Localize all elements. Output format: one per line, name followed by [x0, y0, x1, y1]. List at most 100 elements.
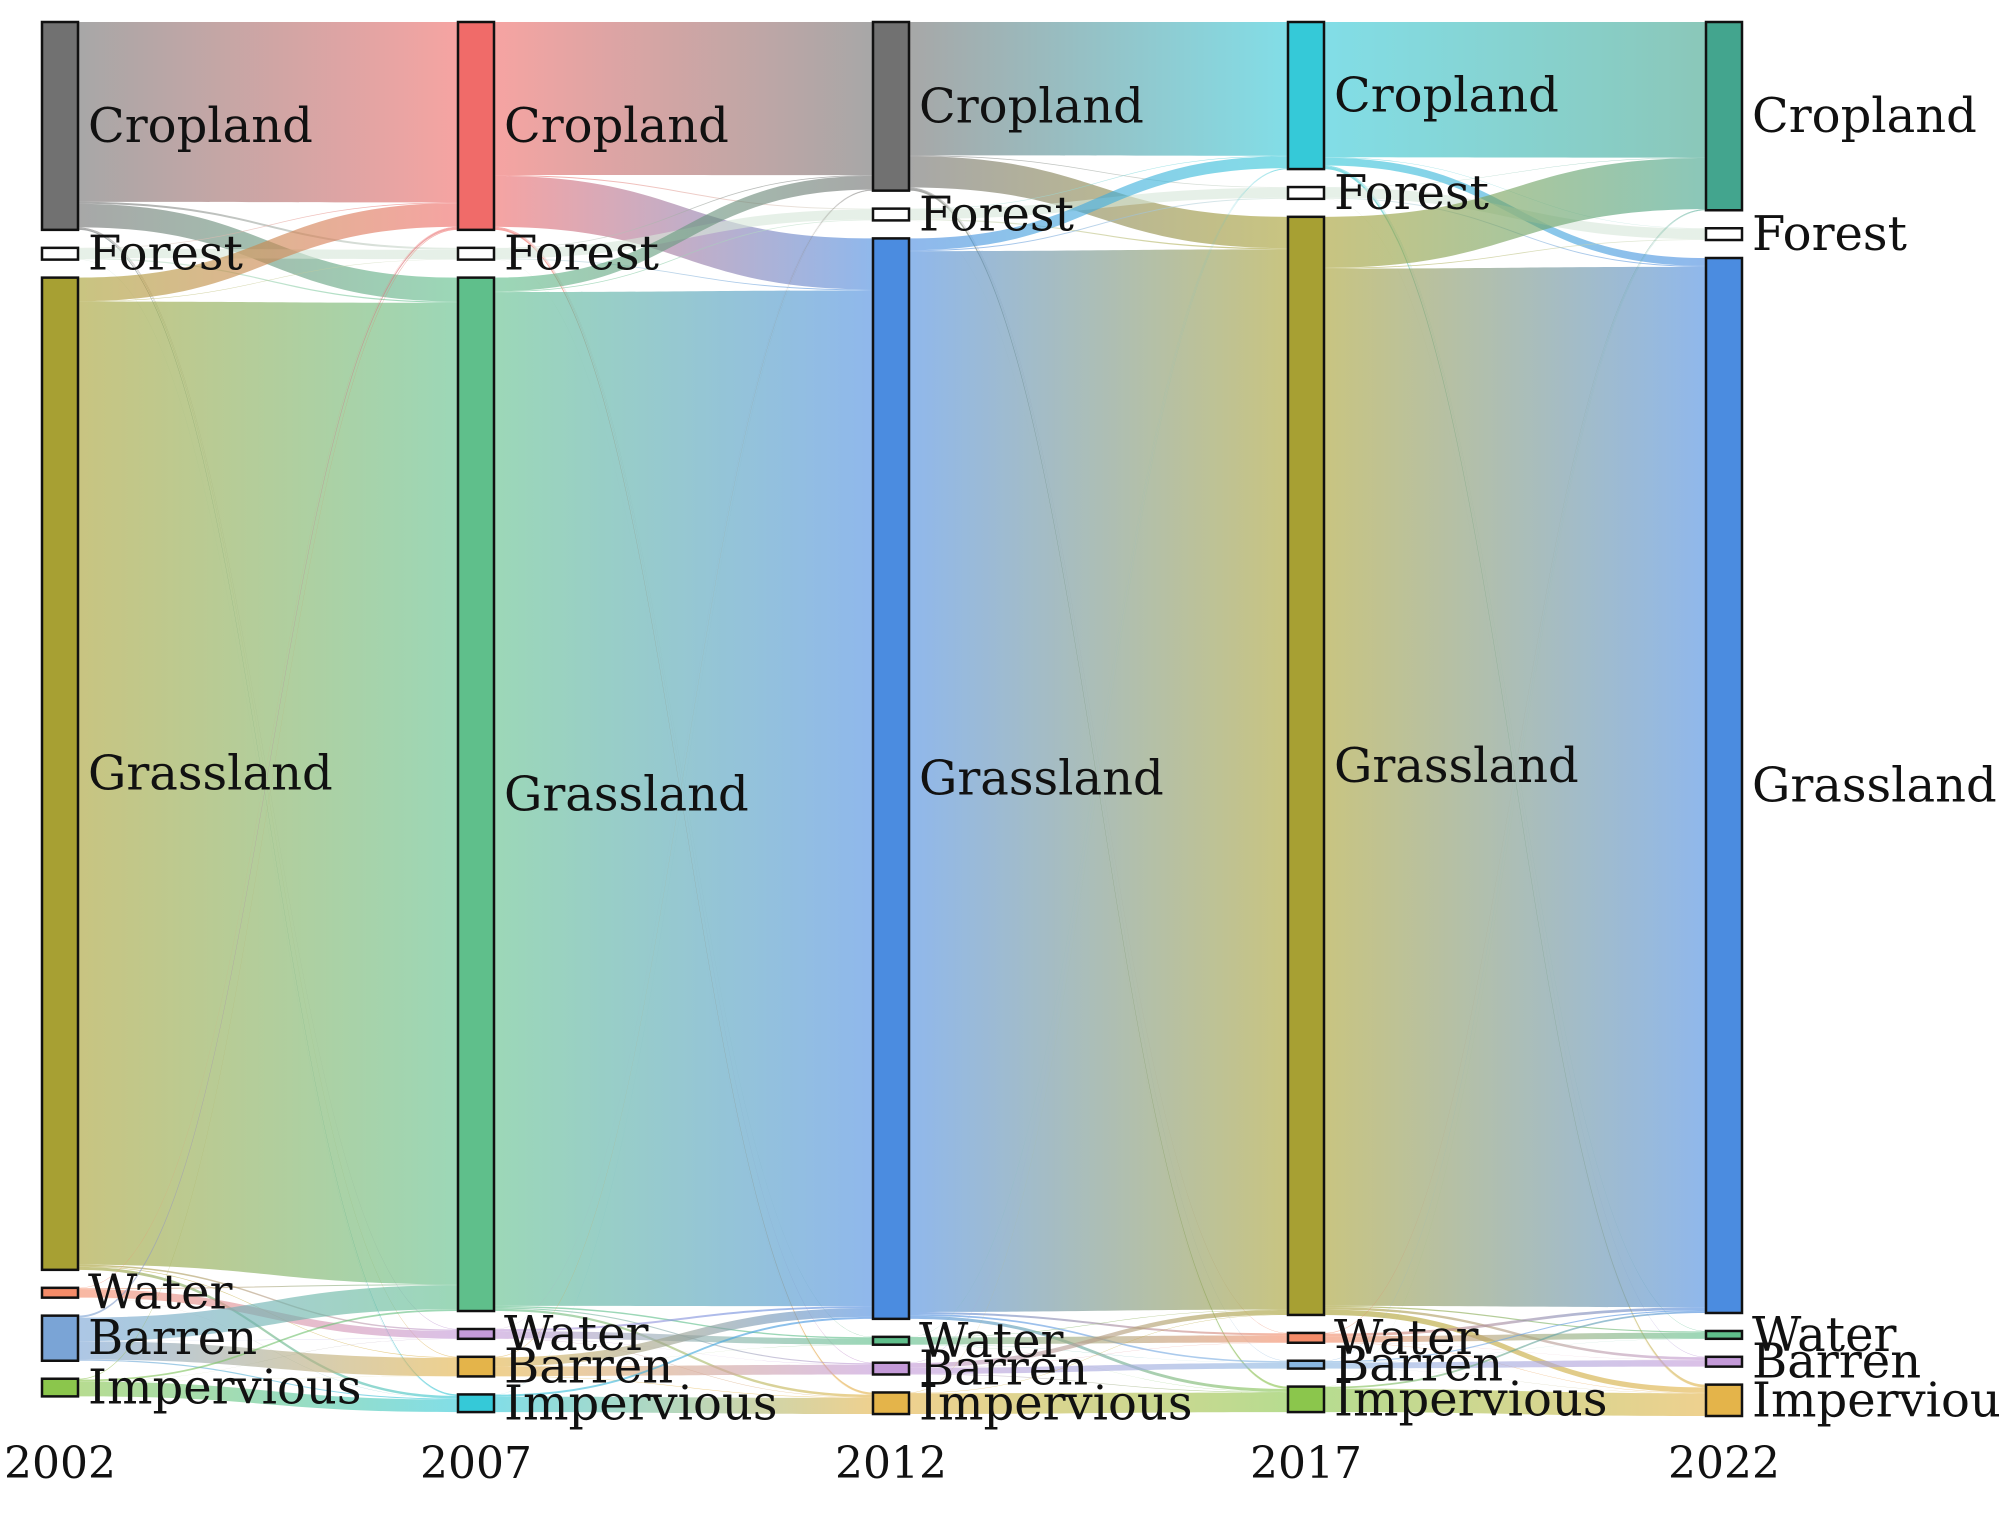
node-2017-water: [1286, 1331, 1326, 1344]
node-2017-cropland: [1286, 20, 1326, 171]
node-2002-water: [40, 1286, 80, 1299]
label-2017-grassland: Grassland: [1334, 738, 1579, 794]
node-2002-barren: [40, 1314, 80, 1362]
flow-2012-impervious-to-2017-impervious: [909, 1392, 1288, 1415]
flow-2002-impervious-to-2007-cropland: [78, 229, 458, 1380]
flow-2012-barren-to-2017-impervious: [909, 1373, 1288, 1393]
node-2012-barren: [871, 1361, 911, 1376]
label-2007-water: Water: [504, 1306, 648, 1362]
label-2012-barren: Barren: [919, 1341, 1088, 1397]
label-2007-barren: Barren: [504, 1339, 673, 1395]
flow-2012-impervious-to-2017-grassland: [909, 1314, 1288, 1394]
flow-links: [78, 22, 1706, 1416]
node-2007-forest: [456, 246, 496, 261]
flow-2007-water-to-2012-cropland: [494, 189, 873, 1330]
node-2022-impervious: [1704, 1383, 1744, 1418]
flow-2007-grassland-to-2012-forest: [494, 219, 873, 293]
label-2022-barren: Barren: [1752, 1334, 1921, 1390]
flow-2002-impervious-to-2007-water: [78, 1338, 458, 1382]
flow-2012-barren-to-2017-cropland: [909, 168, 1288, 1364]
node-2002-impervious: [40, 1377, 80, 1398]
flow-2002-water-to-2007-cropland: [78, 226, 458, 1289]
flow-2002-grassland-to-2007-forest: [78, 259, 458, 302]
node-2007-cropland: [456, 20, 496, 232]
flow-2007-grassland-to-2012-impervious: [494, 1308, 873, 1398]
flow-2002-grassland-to-2007-grassland: [78, 301, 458, 1285]
flow-2017-impervious-to-2022-cropland: [1324, 210, 1706, 1387]
flow-2017-grassland-to-2022-barren: [1324, 1307, 1706, 1360]
year-label-2017: 2017: [1250, 1438, 1362, 1489]
label-2002-forest: Forest: [88, 226, 243, 282]
flow-2012-impervious-to-2017-cropland: [909, 168, 1288, 1393]
label-2017-water: Water: [1334, 1310, 1478, 1366]
flow-2012-cropland-to-2017-cropland: [909, 22, 1288, 156]
flow-2012-water-to-2017-cropland: [909, 168, 1288, 1338]
flow-2017-impervious-to-2022-impervious: [1324, 1388, 1706, 1416]
flow-2002-barren-to-2007-barren: [78, 1341, 458, 1377]
label-2002-impervious: Impervious: [88, 1360, 361, 1416]
label-2002-cropland: Cropland: [88, 98, 313, 154]
label-2017-impervious: Impervious: [1334, 1371, 1607, 1427]
label-2022-impervious: Impervious: [1752, 1372, 2000, 1428]
flow-2007-cropland-to-2012-forest: [494, 174, 873, 210]
node-2012-water: [871, 1335, 911, 1346]
flow-2017-cropland-to-2022-cropland: [1324, 22, 1706, 158]
flow-2012-barren-to-2017-water: [909, 1342, 1288, 1368]
flow-2017-water-to-2022-water: [1324, 1332, 1706, 1343]
flow-2002-water-to-2007-grassland: [78, 1284, 458, 1290]
label-2007-grassland: Grassland: [504, 766, 749, 822]
flow-2002-impervious-to-2007-impervious: [78, 1381, 458, 1413]
label-2017-forest: Forest: [1334, 165, 1489, 221]
label-2012-grassland: Grassland: [919, 751, 1164, 807]
flow-2007-forest-to-2012-cropland: [494, 175, 873, 249]
flow-2007-barren-to-2012-water: [494, 1344, 873, 1367]
flow-2007-grassland-to-2012-cropland: [494, 175, 873, 292]
node-2022-barren: [1704, 1355, 1744, 1368]
flow-2017-water-to-2022-cropland: [1324, 209, 1706, 1334]
flow-2002-barren-to-2007-impervious: [78, 1359, 458, 1400]
node-2012-grassland: [871, 237, 911, 1321]
flow-2012-forest-to-2017-cropland: [909, 155, 1288, 210]
node-2017-impervious: [1286, 1385, 1326, 1414]
flow-2017-grassland-to-2022-water: [1324, 1305, 1706, 1333]
flow-2007-barren-to-2012-barren: [494, 1364, 873, 1377]
label-2007-impervious: Impervious: [504, 1375, 777, 1431]
flow-2002-barren-to-2007-cropland: [78, 227, 458, 1318]
node-2022-forest: [1704, 226, 1744, 242]
label-2007-cropland: Cropland: [504, 98, 729, 154]
year-label-2012: 2012: [835, 1438, 947, 1489]
flow-2017-water-to-2022-grassland: [1324, 1307, 1706, 1337]
flow-2017-grassland-to-2022-cropland: [1324, 157, 1706, 268]
year-axis-labels: 2002 2007 2012 2017 2022: [4, 1438, 1780, 1489]
label-2012-water: Water: [919, 1313, 1063, 1369]
flow-2017-barren-to-2022-cropland: [1324, 209, 1706, 1362]
category-nodes: [40, 20, 1744, 1418]
label-2022-cropland: Cropland: [1752, 88, 1977, 144]
flow-2017-water-to-2022-impervious: [1324, 1342, 1706, 1394]
node-2007-grassland: [456, 276, 496, 1313]
flow-2002-barren-to-2007-water: [78, 1338, 458, 1342]
node-2017-barren: [1286, 1359, 1326, 1370]
label-2007-forest: Forest: [504, 226, 659, 282]
flow-2007-cropland-to-2012-cropland: [494, 22, 873, 176]
node-2017-grassland: [1286, 215, 1326, 1317]
label-2022-forest: Forest: [1752, 206, 1907, 262]
flow-2002-barren-to-2007-grassland: [78, 1285, 458, 1342]
node-2002-cropland: [40, 20, 80, 232]
flow-2002-impervious-to-2007-barren: [78, 1376, 458, 1382]
label-2012-impervious: Impervious: [919, 1375, 1192, 1431]
label-2002-barren: Barren: [88, 1310, 257, 1366]
flow-2002-grassland-to-2007-cropland: [78, 203, 458, 302]
node-2012-forest: [871, 207, 911, 222]
flow-2007-forest-to-2012-grassland: [494, 258, 873, 291]
flow-2002-grassland-to-2007-water: [78, 1264, 458, 1331]
flow-2002-cropland-to-2007-cropland: [78, 22, 458, 203]
node-2002-grassland: [40, 276, 80, 1272]
flow-2017-barren-to-2022-barren: [1324, 1360, 1706, 1369]
label-2017-cropland: Cropland: [1334, 68, 1559, 124]
flow-2007-impervious-to-2012-impervious: [494, 1396, 873, 1415]
flow-2002-impervious-to-2007-grassland: [78, 1309, 458, 1382]
label-2002-water: Water: [88, 1265, 232, 1321]
flow-2007-barren-to-2012-cropland: [494, 189, 873, 1358]
